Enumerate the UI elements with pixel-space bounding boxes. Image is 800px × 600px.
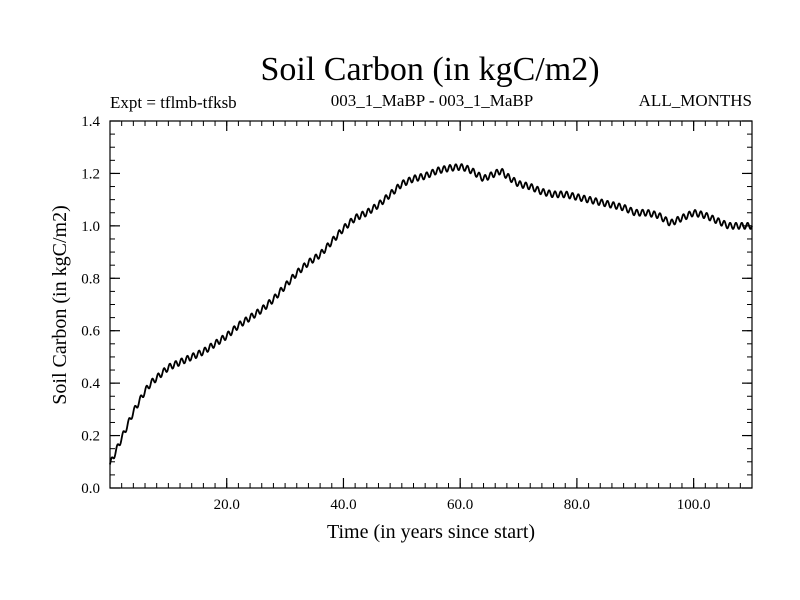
y-tick-label: 0.0 xyxy=(81,481,100,497)
chart-title: Soil Carbon (in kgC/m2) xyxy=(260,51,599,88)
subtitle-center: 003_1_MaBP - 003_1_MaBP xyxy=(331,91,533,110)
series-line-soil-carbon xyxy=(109,163,753,465)
x-tick-label: 60.0 xyxy=(447,497,473,513)
x-tick-label: 40.0 xyxy=(330,497,356,513)
x-tick-label: 20.0 xyxy=(214,497,240,513)
x-tick-label: 80.0 xyxy=(564,497,590,513)
y-axis-label: Soil Carbon (in kgC/m2) xyxy=(49,205,71,404)
y-tick-label: 0.8 xyxy=(81,271,100,287)
y-tick-label: 0.6 xyxy=(81,324,100,340)
y-tick-label: 1.4 xyxy=(81,114,100,130)
tick-labels: 20.0 40.0 60.0 80.0 100.0 0.0 0.2 0.4 0.6 0.8 1.0 1… xyxy=(81,114,710,513)
series-lines xyxy=(109,163,753,465)
y-tick-label: 1.0 xyxy=(81,219,100,235)
subtitle-left: Expt = tflmb-tfksb xyxy=(110,93,237,112)
y-tick-label: 0.4 xyxy=(81,376,100,392)
tick-marks xyxy=(110,120,752,489)
x-axis-label: Time (in years since start) xyxy=(327,521,535,543)
y-tick-label: 1.2 xyxy=(81,166,100,182)
subtitle-right: ALL_MONTHS xyxy=(639,91,752,110)
x-tick-label: 100.0 xyxy=(677,497,711,513)
y-tick-label: 0.2 xyxy=(81,429,100,445)
